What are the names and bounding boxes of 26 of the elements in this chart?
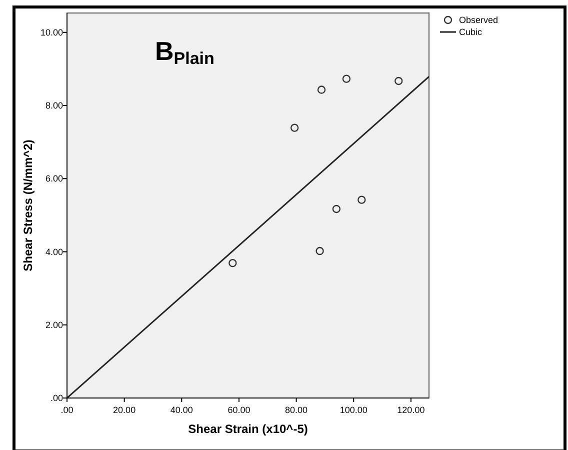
x-tick-label: 20.00 [113,405,136,415]
x-tick-label: 120.00 [397,405,425,415]
point [290,124,299,132]
legend-label: Cubic [459,27,483,37]
x-tick-label: 80.00 [285,405,308,415]
point [342,74,351,83]
point [228,258,237,268]
y-tick-label: .00 [50,393,63,403]
y-axis-title: Shear Stress (N/mm^2) [21,140,35,272]
annotation: B$_{Plain}$ [155,36,214,68]
y-tick-label: 4.00 [45,246,63,257]
y-tick-label: 8.00 [45,100,63,110]
point [317,86,326,94]
y-tick-label: 2.00 [45,320,63,330]
point [394,76,403,86]
point [358,196,366,204]
point [316,246,324,256]
point [332,204,341,214]
x-tick-label: 60.00 [228,405,250,415]
x-axis-title: Shear Strain (x10^-5) [188,422,308,436]
x-tick-label: .00 [60,405,74,415]
legend-label: Observed [459,15,498,25]
x-tick-label: 100.00 [340,405,368,415]
y-tick-label: 6.00 [45,174,63,184]
y-tick-label: 10.00 [40,27,63,38]
x-tick-label: 40.00 [170,405,193,415]
